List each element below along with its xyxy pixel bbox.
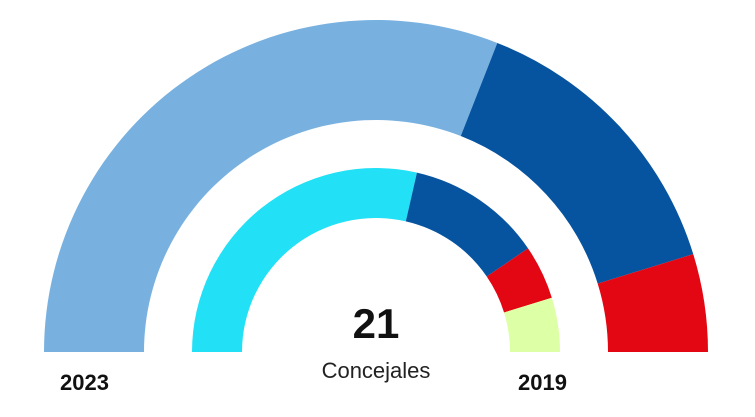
ring-2023-segment-0 (44, 19, 498, 353)
total-seats: 21 (352, 300, 400, 347)
outer-ring-label: 2023 (60, 370, 109, 395)
ring-2019-segment-3 (504, 297, 560, 352)
ring-2023-segment-2 (597, 254, 708, 352)
inner-ring-label: 2019 (518, 370, 567, 395)
ring-2019-segment-2 (486, 248, 552, 313)
ring-2019-segment-1 (405, 172, 529, 277)
ring-2019-segment-0 (192, 168, 417, 352)
ring-2023-segment-1 (460, 42, 694, 284)
total-seats-label: Concejales (321, 358, 431, 383)
